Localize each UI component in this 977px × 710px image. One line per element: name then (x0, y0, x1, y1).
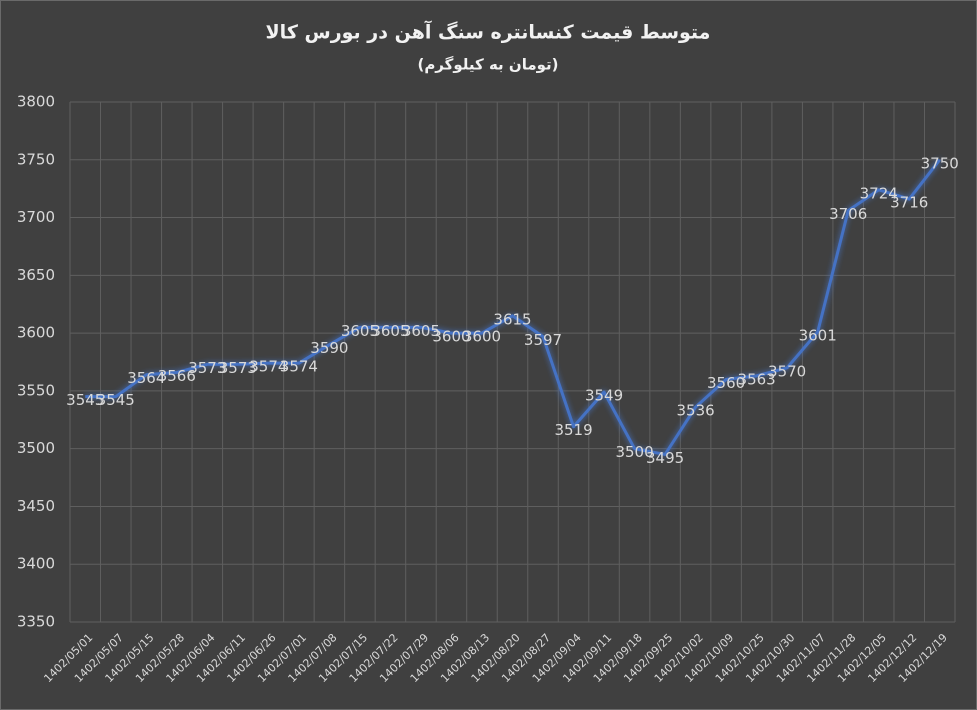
data-label: 3573 (219, 359, 257, 377)
data-label: 3574 (249, 358, 287, 376)
data-label: 3563 (738, 370, 776, 388)
data-label: 3570 (768, 362, 806, 380)
data-label: 3574 (280, 358, 318, 376)
data-label: 3590 (310, 339, 348, 357)
y-tick-label: 3750 (17, 150, 55, 168)
data-label: 3605 (341, 322, 379, 340)
y-tick-label: 3800 (17, 93, 55, 111)
y-tick-label: 3550 (17, 381, 55, 399)
line (85, 158, 941, 456)
y-tick-label: 3450 (17, 497, 55, 515)
data-label: 3519 (554, 421, 592, 439)
y-tick-label: 3400 (17, 555, 55, 573)
data-label: 3605 (371, 322, 409, 340)
data-label: 3560 (707, 374, 745, 392)
data-label: 3545 (97, 391, 135, 409)
data-label: 3500 (615, 443, 653, 461)
data-label: 3549 (585, 387, 623, 405)
data-label: 3716 (890, 194, 928, 212)
chart-title: متوسط قیمت کنسانتره سنگ آهن در بورس کالا (266, 20, 711, 44)
data-label: 3601 (799, 326, 837, 344)
data-label: 3605 (402, 322, 440, 340)
data-label: 3566 (158, 367, 196, 385)
data-label: 3573 (188, 359, 226, 377)
y-tick-label: 3700 (17, 208, 55, 226)
y-tick-label: 3350 (17, 613, 55, 631)
data-label: 3495 (646, 449, 684, 467)
data-label: 3545 (66, 391, 104, 409)
y-tick-label: 3650 (17, 266, 55, 284)
data-label: 3600 (432, 328, 470, 346)
data-label: 3724 (860, 184, 898, 202)
data-label: 3536 (677, 402, 715, 420)
data-label: 3600 (463, 328, 501, 346)
y-tick-label: 3600 (17, 324, 55, 342)
chart-subtitle: (تومان به کیلوگرم) (417, 56, 558, 74)
data-label: 3615 (493, 310, 531, 328)
data-label: 3706 (829, 205, 867, 223)
data-label: 3564 (127, 369, 165, 387)
data-label: 3750 (921, 154, 959, 172)
data-label: 3597 (524, 331, 562, 349)
y-tick-label: 3500 (17, 439, 55, 457)
